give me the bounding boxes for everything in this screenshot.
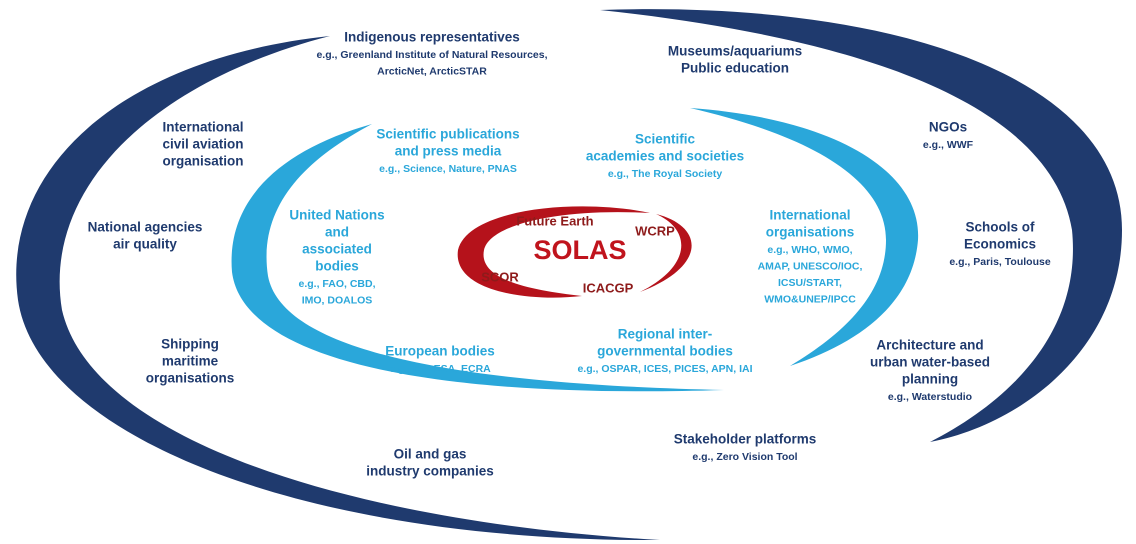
node-example: e.g., WHO, WMO, bbox=[767, 244, 852, 256]
partner: WCRP bbox=[635, 223, 675, 238]
node-example: ArcticNet, ArcticSTAR bbox=[377, 65, 487, 77]
node-title: Architecture and bbox=[876, 338, 983, 353]
node-title: associated bbox=[302, 242, 372, 257]
node-title: International bbox=[769, 208, 850, 223]
node-title: Scientific publications bbox=[376, 127, 519, 142]
node-title: Indigenous representatives bbox=[344, 30, 520, 45]
node-example: e.g., EU, ESA, ECRA bbox=[389, 363, 491, 375]
node-title: International bbox=[162, 120, 243, 135]
node-title: governmental bodies bbox=[597, 344, 733, 359]
node-title: bodies bbox=[315, 259, 359, 274]
node-title: Public education bbox=[681, 61, 789, 76]
node-title: and bbox=[325, 225, 349, 240]
node-title: NGOs bbox=[929, 120, 967, 135]
node-title: organisation bbox=[162, 154, 243, 169]
node-example: e.g., Zero Vision Tool bbox=[692, 451, 797, 463]
node-example: e.g., Paris, Toulouse bbox=[949, 256, 1050, 268]
node-example: e.g., WWF bbox=[923, 139, 974, 151]
node-title: air quality bbox=[113, 237, 177, 252]
node-title: planning bbox=[902, 372, 958, 387]
labels: Indigenous representatives e.g., Greenlan… bbox=[88, 30, 1051, 479]
node-title: Stakeholder platforms bbox=[674, 432, 817, 447]
node-example: WMO&UNEP/IPCC bbox=[764, 293, 856, 305]
node-example: AMAP, UNESCO/IOC, bbox=[758, 260, 863, 272]
partner: SCOR bbox=[481, 269, 519, 284]
node-title: industry companies bbox=[366, 464, 494, 479]
node-title: academies and societies bbox=[586, 149, 744, 164]
node-title: Shipping bbox=[161, 337, 219, 352]
node-example: ICSU/START, bbox=[778, 277, 842, 289]
node-title: Regional inter- bbox=[618, 327, 713, 342]
node-title: Scientific bbox=[635, 132, 696, 147]
node-example: e.g., The Royal Society bbox=[608, 168, 723, 180]
node-title: organisations bbox=[146, 371, 235, 386]
node-title: maritime bbox=[162, 354, 219, 369]
node-title: United Nations bbox=[289, 208, 384, 223]
node-title: Museums/aquariums bbox=[668, 44, 802, 59]
node-example: e.g., OSPAR, ICES, PICES, APN, IAI bbox=[577, 363, 752, 375]
center-swoosh bbox=[457, 206, 650, 298]
node-title: Economics bbox=[964, 237, 1036, 252]
center-swoosh-right bbox=[640, 214, 692, 292]
node-title: Schools of bbox=[965, 220, 1035, 235]
node-title: National agencies bbox=[88, 220, 203, 235]
center-title: SOLAS bbox=[533, 235, 626, 265]
partner: ICACGP bbox=[583, 280, 634, 295]
node-example: e.g., Waterstudio bbox=[888, 391, 972, 403]
node-title: civil aviation bbox=[162, 137, 243, 152]
node-example: e.g., Science, Nature, PNAS bbox=[379, 163, 517, 175]
node-example: IMO, DOALOS bbox=[302, 294, 373, 306]
node-title: urban water-based bbox=[870, 355, 990, 370]
node-example: e.g., FAO, CBD, bbox=[298, 278, 375, 290]
node-title: European bodies bbox=[385, 344, 495, 359]
inner-swoosh-right bbox=[690, 108, 919, 366]
partner: Future Earth bbox=[516, 213, 593, 228]
outer-swoosh-right bbox=[600, 9, 1122, 442]
node-title: Oil and gas bbox=[394, 447, 467, 462]
node-title: organisations bbox=[766, 225, 855, 240]
node-example: e.g., Greenland Institute of Natural Res… bbox=[316, 49, 547, 61]
node-title: and press media bbox=[395, 144, 502, 159]
